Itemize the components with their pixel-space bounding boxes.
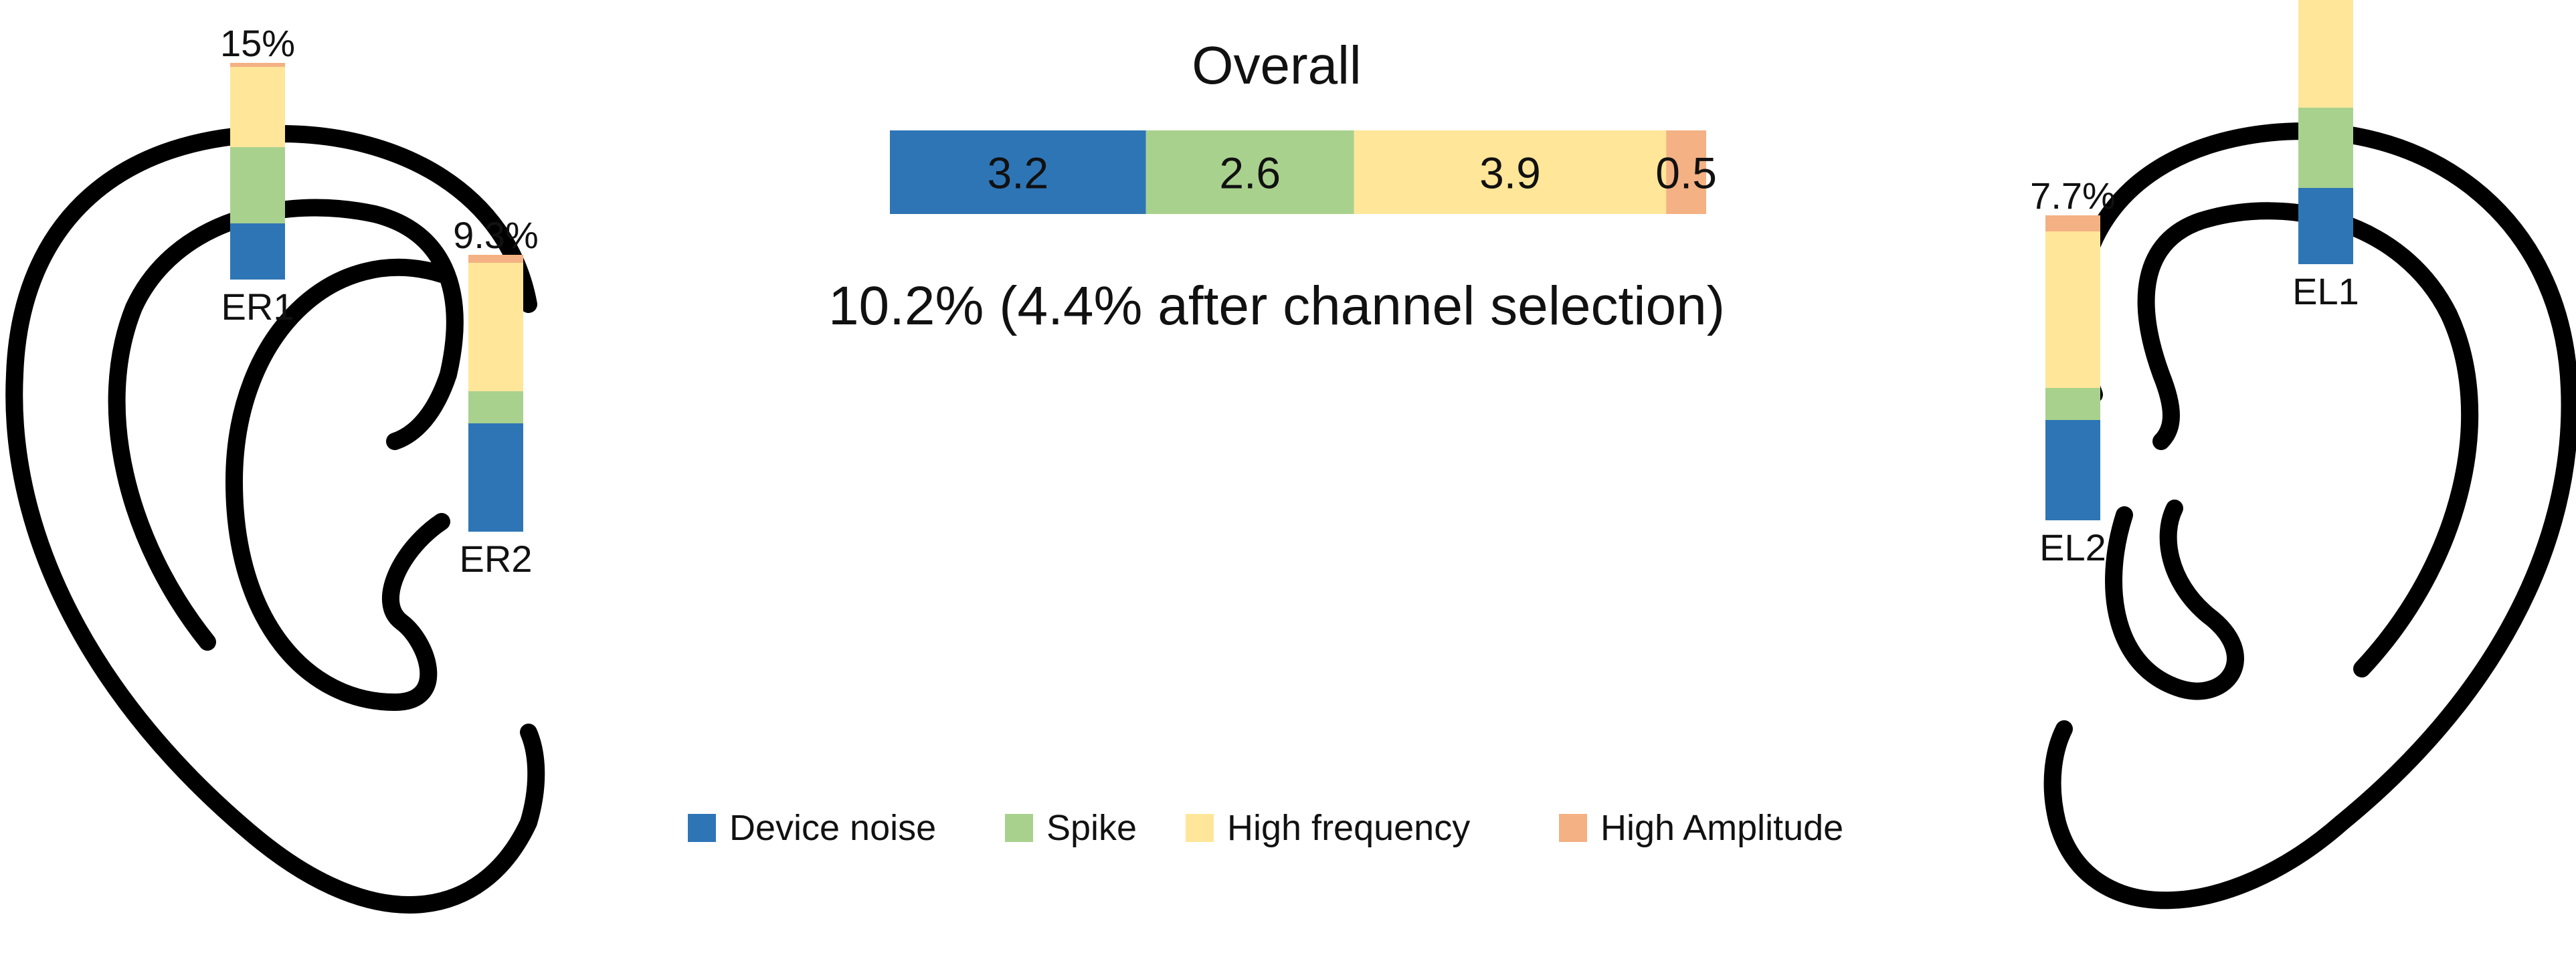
channel-el2-segment-spike xyxy=(2045,388,2100,420)
legend: Device noise Spike High frequency High Ampl… xyxy=(688,808,1843,848)
channel-er2-name-label: ER2 xyxy=(460,538,533,580)
legend-item-high-frequency: High frequency xyxy=(1186,808,1470,848)
legend-item-high-amplitude: High Amplitude xyxy=(1559,808,1843,848)
overall-label-device-noise: 3.2 xyxy=(987,148,1048,198)
overall-bar-segments xyxy=(890,130,1706,214)
right-ear-helix xyxy=(5,125,545,914)
right-ear-antihelix xyxy=(108,199,464,651)
overall-title: Overall xyxy=(1192,35,1361,95)
legend-item-device-noise: Device noise xyxy=(688,808,936,848)
overall-segment-device-noise xyxy=(890,130,1146,214)
channel-er2-segment-spike xyxy=(468,391,523,423)
channel-el2-segment-high-frequency xyxy=(2045,231,2100,388)
channel-er1-segment-high-amplitude xyxy=(230,63,285,67)
channel-er2-total-label: 9.3% xyxy=(453,214,539,256)
overall-segment-high-frequency xyxy=(1354,130,1667,214)
channel-er1-total-label: 15% xyxy=(220,22,295,64)
overall-segment-high-amplitude xyxy=(1666,130,1706,214)
left-ear-helix xyxy=(2043,122,2576,910)
overall-value-labels: 3.2 2.6 3.9 0.5 xyxy=(987,148,1716,198)
legend-label-spike: Spike xyxy=(1046,808,1137,848)
legend-label-high-frequency: High frequency xyxy=(1227,808,1470,848)
overall-segment-spike xyxy=(1145,130,1354,214)
legend-label-high-amplitude: High Amplitude xyxy=(1600,808,1843,848)
channel-el1-name-label: EL1 xyxy=(2292,270,2359,312)
channel-el2-segment-device-noise xyxy=(2045,420,2100,520)
channel-er2-segment-device-noise xyxy=(468,423,523,532)
channel-er1: 15% ER1 xyxy=(220,22,295,328)
legend-swatch-high-amplitude xyxy=(1559,814,1587,842)
overall-label-high-amplitude: 0.5 xyxy=(1655,148,1717,198)
legend-swatch-high-frequency xyxy=(1186,814,1214,842)
right-ear-drawing xyxy=(5,125,545,914)
channel-er1-name-label: ER1 xyxy=(221,286,294,328)
channel-el1-segment-device-noise xyxy=(2298,188,2353,264)
channel-er1-segment-spike xyxy=(230,147,285,223)
channel-er2: 9.3% ER2 xyxy=(453,214,539,580)
channel-er2-segment-high-amplitude xyxy=(468,255,523,263)
left-ear-concha xyxy=(2105,500,2244,700)
right-ear-concha xyxy=(225,259,450,711)
channel-el1-segment-spike xyxy=(2298,108,2353,188)
channel-el2-total-label: 7.7% xyxy=(2030,175,2116,217)
legend-label-device-noise: Device noise xyxy=(729,808,936,848)
legend-swatch-spike xyxy=(1005,814,1033,842)
overall-chart: Overall 3.2 2.6 3.9 0.5 10.2% (4.4% after c… xyxy=(828,35,1725,336)
legend-item-spike: Spike xyxy=(1005,808,1137,848)
channel-el2-segment-high-amplitude xyxy=(2045,215,2100,231)
overall-label-spike: 2.6 xyxy=(1219,148,1281,198)
channel-er1-segment-device-noise xyxy=(230,223,285,280)
channel-charts: 15% ER1 9.3% ER2 8.7%EL1 7.7% EL2 xyxy=(220,0,2359,580)
channel-er1-segment-high-frequency xyxy=(230,67,285,147)
channel-el1: 8.7%EL1 xyxy=(2292,0,2359,312)
channel-er2-segment-high-frequency xyxy=(468,263,523,391)
overall-caption: 10.2% (4.4% after channel selection) xyxy=(828,276,1725,336)
legend-swatch-device-noise xyxy=(688,814,716,842)
channel-el2: 7.7% EL2 xyxy=(2030,175,2116,568)
channel-el1-segment-high-frequency xyxy=(2298,0,2353,108)
overall-label-high-frequency: 3.9 xyxy=(1479,148,1541,198)
channel-el2-name-label: EL2 xyxy=(2039,526,2106,568)
